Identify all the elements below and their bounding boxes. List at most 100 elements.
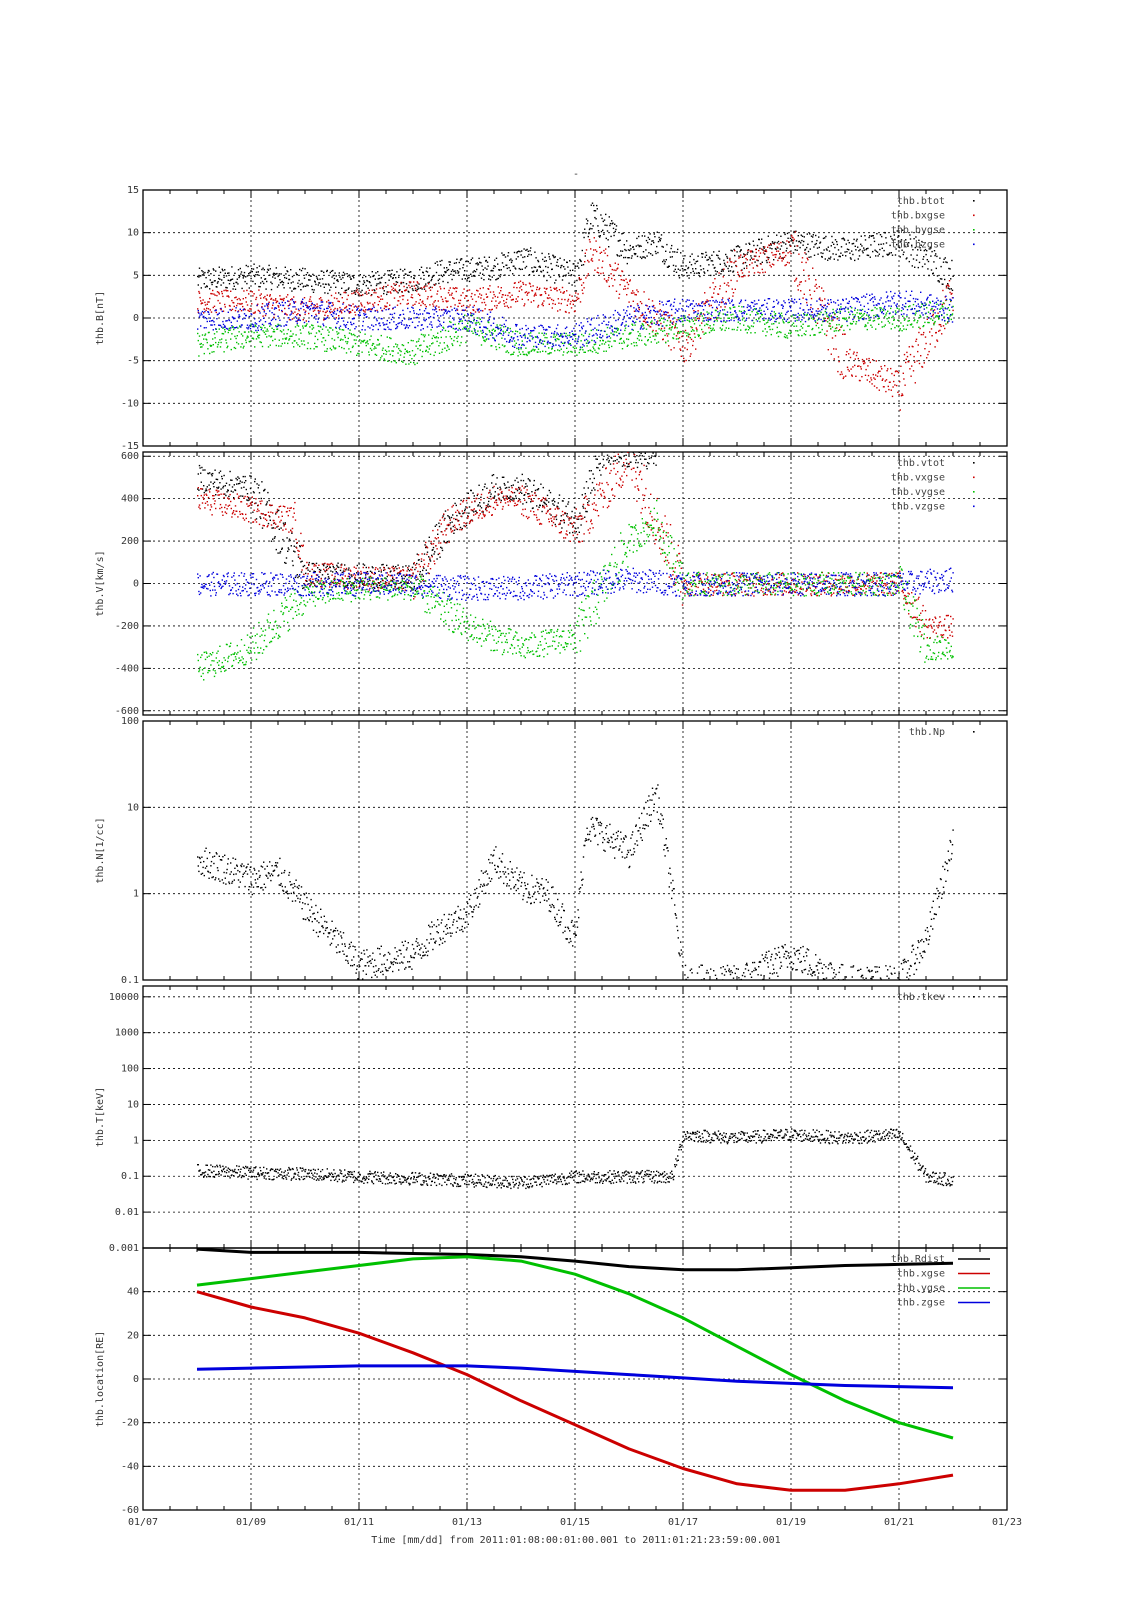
data-point — [252, 280, 254, 283]
data-point — [663, 311, 665, 313]
data-point — [416, 313, 418, 315]
data-point — [335, 326, 337, 329]
data-point — [413, 285, 415, 287]
data-point — [867, 315, 870, 317]
data-point — [657, 332, 659, 335]
data-point — [834, 313, 836, 316]
data-point — [365, 275, 367, 278]
data-point — [456, 287, 458, 289]
data-point — [734, 254, 736, 257]
data-point — [447, 346, 449, 348]
data-point — [420, 333, 423, 336]
data-point — [770, 266, 772, 268]
data-point — [471, 292, 473, 295]
data-point — [743, 253, 745, 255]
data-point — [827, 299, 829, 301]
data-point — [867, 254, 870, 257]
data-point — [872, 320, 874, 322]
data-point — [860, 368, 862, 370]
data-point — [527, 292, 529, 295]
data-point — [609, 264, 611, 266]
data-point — [884, 380, 886, 382]
data-point — [757, 310, 759, 312]
data-point — [536, 270, 538, 272]
data-point — [612, 285, 614, 287]
data-point — [495, 300, 497, 302]
data-point — [800, 242, 802, 244]
data-point — [821, 287, 823, 289]
data-point — [378, 282, 380, 285]
data-point — [711, 311, 713, 313]
data-point — [546, 279, 548, 282]
data-point — [681, 320, 684, 323]
data-point — [891, 254, 894, 256]
data-point — [918, 362, 921, 365]
data-point — [375, 354, 378, 356]
data-point — [218, 324, 220, 326]
data-point — [879, 375, 882, 377]
data-point — [347, 275, 349, 278]
data-point — [763, 310, 765, 312]
data-point — [324, 314, 326, 316]
data-point — [730, 249, 732, 252]
data-point — [336, 322, 338, 325]
data-point — [234, 327, 237, 329]
data-point — [916, 321, 918, 324]
data-point — [571, 351, 573, 353]
data-point — [824, 310, 826, 313]
data-point — [609, 316, 612, 319]
data-point — [506, 264, 508, 266]
data-point — [904, 384, 906, 386]
data-point — [825, 308, 827, 310]
data-point — [864, 235, 866, 237]
data-point — [262, 308, 264, 310]
data-point — [461, 320, 463, 322]
data-point — [768, 325, 771, 328]
data-point — [677, 248, 679, 251]
data-point — [927, 321, 929, 324]
data-point — [677, 332, 679, 334]
data-point — [708, 264, 710, 266]
data-point — [270, 319, 273, 322]
data-point — [655, 330, 657, 332]
data-point — [386, 305, 388, 308]
data-point — [932, 272, 934, 274]
data-point — [575, 338, 577, 340]
data-point — [413, 277, 415, 280]
data-point — [407, 302, 409, 305]
data-point — [476, 317, 478, 319]
data-point — [727, 298, 729, 301]
data-point — [539, 265, 541, 267]
data-point — [635, 253, 637, 255]
data-point — [587, 350, 589, 352]
data-point — [629, 313, 631, 315]
data-point — [641, 257, 643, 260]
data-point — [937, 312, 939, 314]
data-point — [933, 261, 935, 263]
data-point — [905, 306, 907, 308]
data-point — [514, 344, 516, 346]
data-point — [780, 241, 782, 244]
data-point — [494, 339, 496, 341]
data-point — [266, 280, 268, 283]
data-point — [794, 231, 796, 233]
data-point — [590, 319, 592, 321]
data-point — [657, 240, 660, 243]
data-point — [453, 336, 456, 338]
data-point — [263, 297, 265, 299]
data-point — [505, 351, 507, 353]
data-point — [735, 245, 738, 248]
data-point — [583, 345, 585, 347]
data-point — [876, 315, 879, 317]
data-point — [913, 320, 915, 322]
data-point — [687, 267, 689, 270]
data-point — [677, 332, 679, 335]
data-point — [554, 288, 556, 290]
data-point — [719, 327, 721, 329]
data-point — [777, 335, 780, 338]
data-point — [652, 306, 654, 308]
data-point — [423, 336, 426, 338]
data-point — [915, 340, 917, 342]
data-point — [749, 305, 751, 307]
data-point — [502, 330, 504, 332]
